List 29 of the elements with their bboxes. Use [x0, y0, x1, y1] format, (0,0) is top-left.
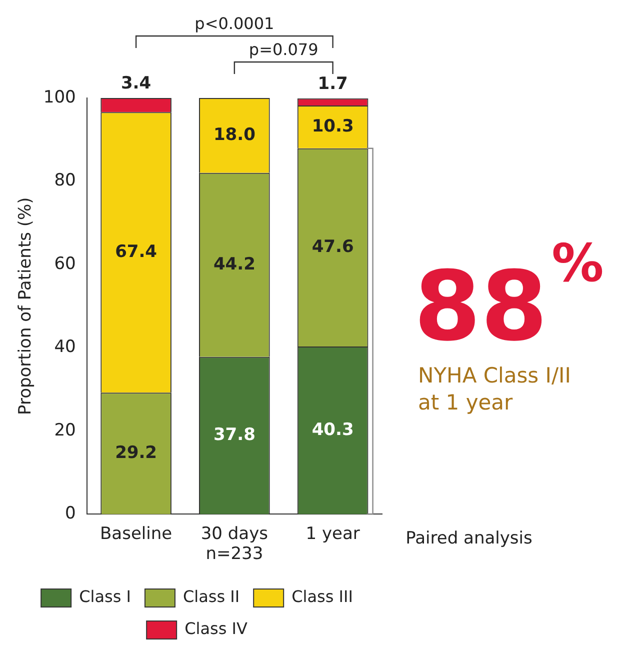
x-tick-label: 30 days n=233 — [200, 524, 268, 564]
text: 88% — [414, 234, 604, 362]
legend-label: Class I — [79, 587, 131, 606]
data-label: 47.6 — [312, 236, 354, 257]
y-tick-label: 20 — [54, 420, 76, 440]
data-label: 44.2 — [213, 254, 256, 274]
y-tick-label: 0 — [65, 504, 76, 524]
x-tick-label: Baseline — [100, 524, 172, 544]
text: Paired analysis — [406, 528, 533, 549]
legend-label: Class III — [292, 587, 353, 606]
data-label: 29.2 — [115, 442, 158, 463]
legend-label: Class II — [182, 587, 240, 606]
data-label: 1.7 — [318, 74, 348, 94]
data-label: 10.3 — [312, 116, 354, 136]
legend-label: Class IV — [184, 619, 248, 638]
text: p<0.0001 — [194, 14, 274, 34]
text: NYHA Class I/II at 1 year — [418, 363, 571, 414]
y-tick-label: 80 — [54, 170, 76, 191]
data-label: 40.3 — [312, 420, 354, 440]
x-tick-label: 1 year — [306, 524, 360, 544]
y-tick-label: 60 — [54, 254, 76, 274]
y-axis-title: Proportion of Patients (%) — [16, 197, 36, 415]
y-tick-label: 40 — [54, 337, 76, 358]
data-label: 37.8 — [213, 424, 256, 445]
data-label: 67.4 — [115, 242, 158, 262]
data-label: 18.0 — [213, 124, 256, 145]
data-label: 3.4 — [120, 73, 152, 94]
y-tick-label: 100 — [43, 87, 76, 108]
text: p=0.079 — [248, 40, 318, 60]
